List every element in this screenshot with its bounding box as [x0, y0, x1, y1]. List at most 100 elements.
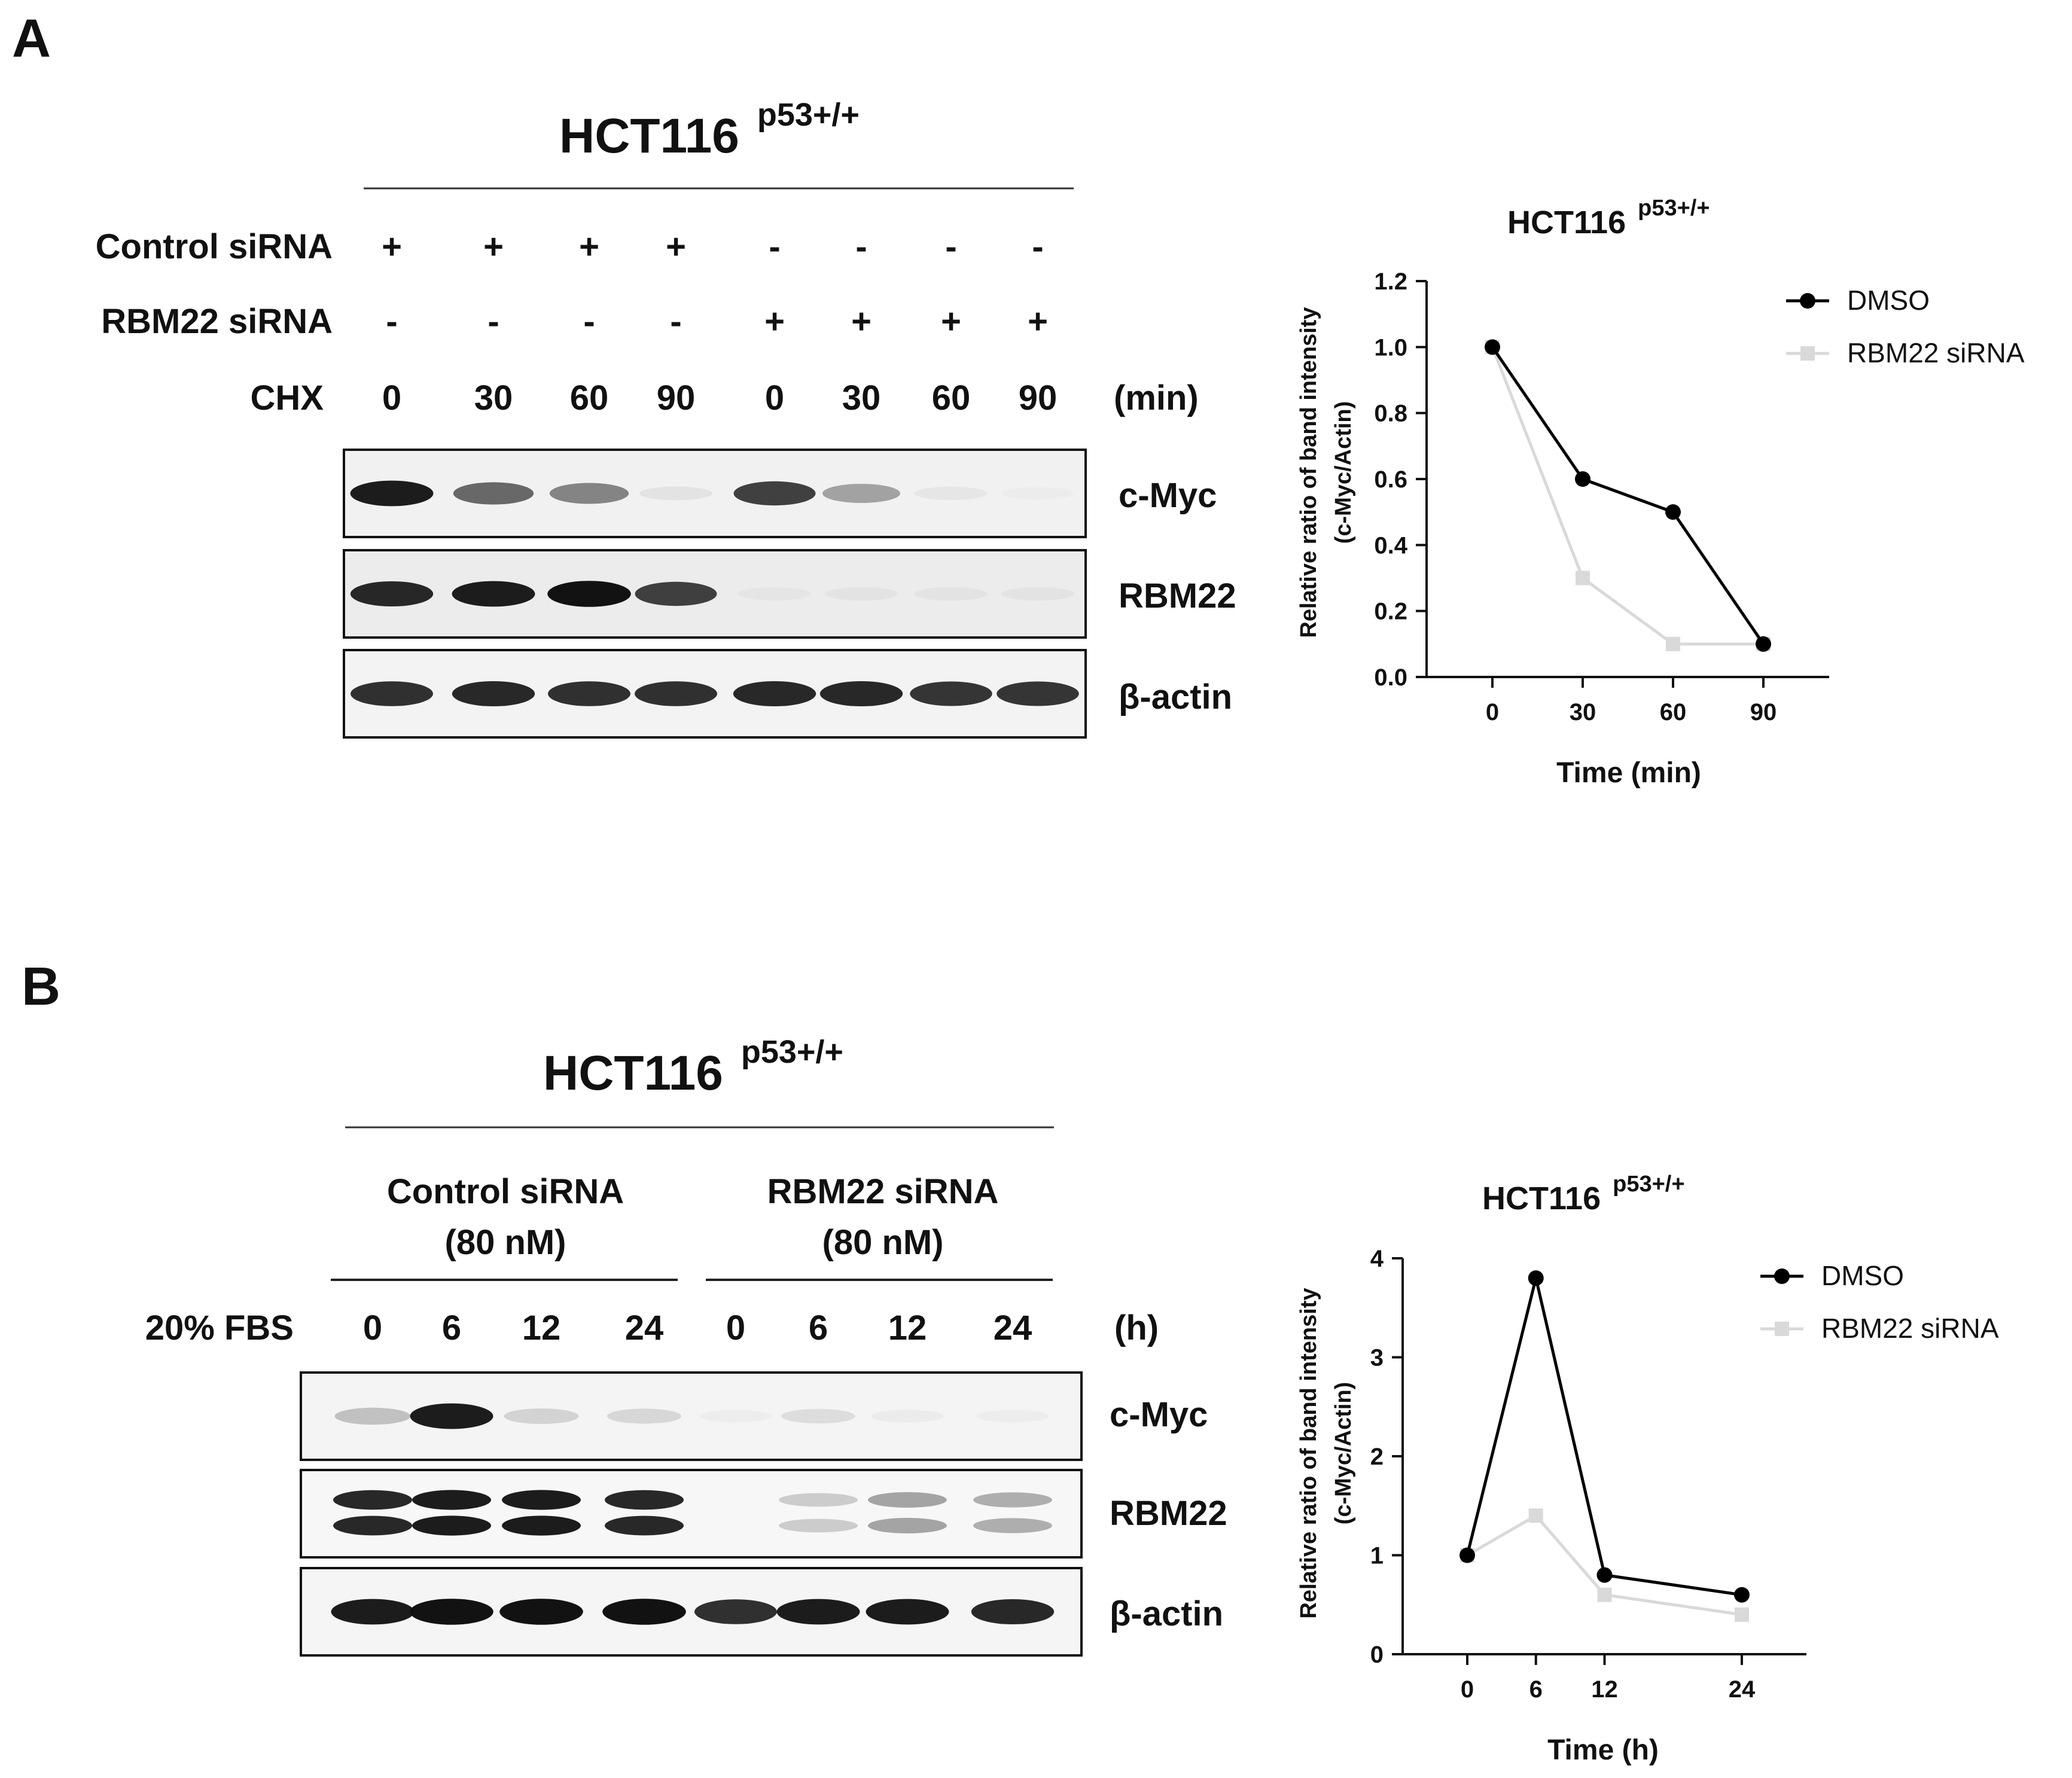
rbm22-sirna-lane-4: -	[670, 302, 681, 341]
panel-b: B HCT116 p53+/+ Control siRNA (80 nM) RBM…	[22, 957, 1999, 1766]
blot-b-rbm22-band-lower-lane-4	[605, 1515, 684, 1536]
fbs-time-lane-8: 24	[994, 1309, 1032, 1347]
chart-a-y-tick-label-4: 0.8	[1374, 401, 1407, 427]
chart-b-ylabel-2: (c-Myc/Actin)	[1331, 1382, 1356, 1525]
panel-b-cell-line: HCT116 p53+/+	[543, 1034, 843, 1100]
blot-b-rbm22-band-lower-lane-1	[333, 1515, 412, 1536]
chart-a-y-tick-label-0: 0.0	[1374, 664, 1407, 691]
panel-b-group-labels: Control siRNA (80 nM) RBM22 siRNA (80 nM…	[331, 1172, 1053, 1281]
panel-a-superscript: p53+/+	[757, 97, 860, 133]
control-sirna-lane-1: +	[382, 227, 402, 266]
chart-a-x-tick-label-1: 30	[1570, 699, 1596, 725]
chart-b-legend-dmso-label: DMSO	[1821, 1260, 1904, 1291]
group-rbm22-conc: (80 nM)	[822, 1223, 944, 1262]
row-label-chx: CHX	[251, 379, 324, 417]
rbm22-sirna-lane-8: +	[1028, 302, 1048, 341]
blot-b-actin-band-lane-1	[331, 1599, 415, 1625]
fbs-time-lane-6: 6	[809, 1309, 828, 1347]
chart-b-x-tick-label-3: 24	[1729, 1676, 1756, 1703]
panel-a-cell-line: HCT116 p53+/+	[559, 97, 860, 163]
fbs-unit: (h)	[1114, 1309, 1159, 1347]
chart-a-title-superscript: p53+/+	[1638, 196, 1710, 221]
chart-b-y-tick-label-4: 4	[1370, 1246, 1384, 1272]
control-sirna-lane-2: +	[483, 227, 504, 266]
blot-b-rbm22-band-lower-lane-3	[502, 1515, 581, 1536]
chart-a-dmso-point-2	[1665, 504, 1681, 520]
chart-b-rbm22-sirna-point-1	[1528, 1508, 1543, 1523]
rbm22-sirna-lane-7: +	[941, 302, 961, 341]
chart-b-title-text: HCT116	[1482, 1181, 1601, 1216]
panel-a-letter: A	[12, 9, 51, 69]
chart-b-rbm22-sirna-point-3	[1735, 1607, 1749, 1622]
chx-time-lane-6: 30	[842, 379, 881, 417]
blot-a-actin-band-lane-3	[548, 681, 630, 706]
chart-a-rbm22-sirna-point-1	[1576, 571, 1590, 585]
chart-b-dmso-point-0	[1459, 1547, 1475, 1563]
fbs-time-lane-4: 24	[625, 1309, 664, 1347]
blot-a-rbm22-band-lane-4	[635, 581, 717, 606]
chart-b-legend-rbm22-sirna-label: RBM22 siRNA	[1821, 1313, 1999, 1344]
panel-a: A HCT116 p53+/+ Control siRNA RBM22 siRNA…	[12, 9, 2025, 789]
blot-a-rbm22-band-lane-7	[915, 587, 988, 601]
panel-b-superscript: p53+/+	[741, 1034, 843, 1070]
blot-b-actin-band-lane-2	[410, 1599, 493, 1625]
chart-a-ylabel: Relative ratio of band intensity	[1296, 307, 1321, 638]
chart-b-y-tick-label-0: 0	[1370, 1642, 1384, 1668]
chart-b-y-tick-label-3: 3	[1370, 1345, 1384, 1371]
chart-b: HCT116 p53+/+ Relative ratio of band inte…	[1296, 1172, 1999, 1766]
panel-b-header: HCT116 p53+/+	[345, 1034, 1054, 1129]
blot-a-c-myc-band-lane-2	[453, 482, 534, 505]
rbm22-sirna-lane-6: +	[851, 302, 872, 341]
blot-b-actin-label: β-actin	[1110, 1594, 1223, 1633]
blot-b-c-myc-band-lane-4	[607, 1408, 682, 1424]
blot-a-cmyc-frame	[343, 449, 1087, 538]
chart-a-dmso-point-1	[1575, 471, 1590, 487]
blot-a-rbm22-band-lane-2	[452, 581, 535, 607]
chart-a-title: HCT116 p53+/+	[1507, 196, 1710, 240]
blot-a-c-myc-band-lane-1	[350, 480, 434, 507]
chart-b-x-tick-label-1: 6	[1529, 1676, 1543, 1703]
rbm22-sirna-lane-3: -	[583, 302, 595, 341]
fbs-time-lane-5: 0	[726, 1309, 745, 1347]
blot-b-actin-band-lane-6	[776, 1599, 860, 1625]
chart-a-legend-dmso-label: DMSO	[1847, 285, 1930, 316]
chart-a-series-dmso-line	[1491, 346, 1765, 645]
fbs-time-lane-3: 12	[522, 1309, 561, 1347]
chart-a-y-tick-label-5: 1.0	[1374, 334, 1407, 361]
chart-b-y-tick-label-1: 1	[1370, 1543, 1384, 1569]
row-label-fbs: 20% FBS	[145, 1309, 294, 1347]
chart-b-rbm22-sirna-point-2	[1597, 1587, 1612, 1602]
chart-a-dmso-point-0	[1485, 339, 1500, 355]
group-control-label: Control siRNA	[387, 1172, 624, 1211]
chart-b-dmso-point-2	[1596, 1567, 1613, 1583]
chart-b-dmso-point-1	[1528, 1270, 1544, 1286]
blot-b-c-myc-band-lane-6	[781, 1408, 855, 1424]
blot-b-cmyc-label: c-Myc	[1110, 1395, 1208, 1434]
blot-b-c-myc-band-lane-3	[504, 1408, 579, 1424]
group-control-conc: (80 nM)	[445, 1223, 566, 1262]
chart-a: HCT116 p53+/+ Relative ratio of band inte…	[1296, 196, 2025, 789]
chart-a-rbm22-sirna-point-2	[1666, 636, 1680, 651]
blot-a-rbm22-band-lane-5	[738, 587, 811, 600]
control-sirna-lane-7: -	[945, 227, 956, 266]
blot-a-rbm22-label: RBM22	[1119, 577, 1236, 615]
rbm22-sirna-lane-5: +	[764, 302, 785, 341]
chart-b-series-rbm22-sirna-line	[1466, 1514, 1742, 1617]
chart-a-y-tick-label-3: 0.6	[1374, 466, 1407, 493]
chart-a-y-tick-label-6: 1.2	[1374, 269, 1407, 295]
blot-b-rbm22-band-lower-lane-7	[868, 1518, 947, 1533]
blot-b-c-myc-band-lane-2	[410, 1403, 493, 1429]
blot-a-actin-band-lane-8	[997, 681, 1079, 706]
chx-time-lane-5: 0	[765, 379, 784, 417]
blot-a-actin-band-lane-6	[819, 681, 903, 707]
blot-b-bands	[331, 1403, 1055, 1625]
blot-b-rbm22-frame	[300, 1469, 1083, 1559]
chart-a-plot-area: 0.0 0.2 0.4 0.6 0.8 1.0 1.2 0 30 60 90 DMSO RBM22 si…	[1374, 269, 2024, 725]
panel-b-western-blot: c-Myc RBM22 β-actin	[300, 1371, 1227, 1657]
blot-b-rbm22-band-upper-lane-1	[333, 1490, 412, 1510]
blot-b-rbm22-band-lower-lane-2	[412, 1515, 491, 1536]
fbs-time-lane-1: 0	[363, 1309, 382, 1347]
blot-b-actin-band-lane-8	[971, 1599, 1055, 1625]
